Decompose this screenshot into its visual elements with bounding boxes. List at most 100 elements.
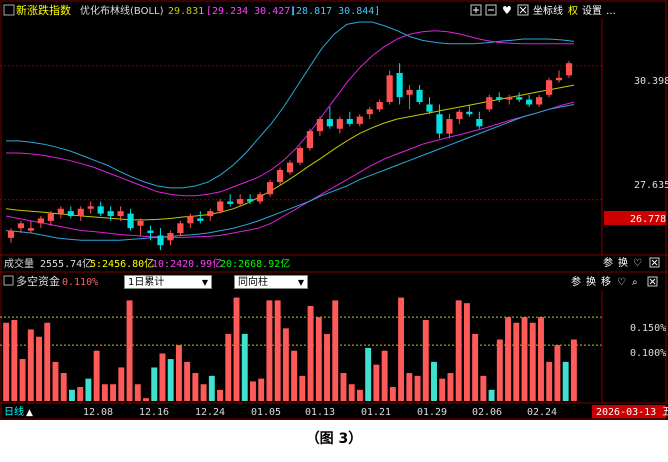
candlestick: [506, 94, 513, 105]
flow-bar-plot[interactable]: [0, 297, 602, 401]
candlestick: [516, 92, 523, 103]
date-axis-label: 01.29: [417, 407, 447, 418]
candle-body: [296, 148, 304, 163]
candlestick: [555, 70, 563, 83]
candle-body: [147, 230, 154, 234]
candle-body: [117, 211, 124, 217]
flow-bar: [356, 389, 363, 401]
candlestick: [336, 116, 343, 134]
candle-body: [316, 119, 323, 132]
candlestick: [436, 104, 443, 139]
minus-icon[interactable]: [485, 4, 497, 16]
candle-body: [456, 111, 463, 120]
flow-bar: [233, 297, 240, 401]
candlestick: [476, 111, 483, 129]
flow-bar: [85, 378, 92, 401]
accumulation-select[interactable]: 1日累计 ▼: [124, 275, 212, 289]
volume-heart-icon[interactable]: ♡: [633, 258, 642, 269]
close-icon[interactable]: [517, 4, 529, 16]
lower-switch-button[interactable]: 换: [586, 275, 596, 288]
candlestick: [7, 228, 15, 243]
price-axis-label-lower: 27.635: [634, 180, 668, 191]
rights-button[interactable]: 权: [568, 4, 578, 17]
settings-button[interactable]: 设置: [582, 5, 602, 17]
period-up-arrow-icon[interactable]: ▲: [26, 408, 33, 418]
flow-bar: [208, 375, 215, 401]
candle-body: [107, 211, 114, 217]
candlestick: [17, 220, 25, 234]
flow-bar: [225, 333, 232, 401]
lower-heart-icon[interactable]: ♡: [617, 277, 626, 288]
price-plot[interactable]: [0, 21, 602, 250]
flow-bar: [414, 375, 421, 401]
stock-chart-window[interactable]: 新涨跌指数 优化布林线(BOLL) 29.831 [29.234 30.427]…: [0, 0, 668, 420]
flow-bar: [422, 319, 429, 401]
candlestick: [87, 201, 94, 214]
flow-bar: [439, 378, 446, 401]
add-icon[interactable]: [470, 4, 482, 16]
flow-bar: [151, 367, 158, 401]
more-icon[interactable]: …: [606, 6, 616, 17]
volume-params-button[interactable]: 参: [603, 256, 613, 269]
candle-body: [266, 182, 274, 195]
chevron-down-icon: ▼: [297, 278, 304, 287]
flow-bar: [496, 339, 503, 401]
flow-bar: [184, 361, 191, 401]
candle-body: [77, 208, 84, 217]
boll-lower-line: [5, 101, 575, 238]
lower-move-button[interactable]: 移: [601, 275, 611, 288]
candlestick: [416, 85, 423, 105]
flow-bar: [538, 317, 544, 401]
lower-params-button[interactable]: 参: [571, 275, 581, 288]
candlestick: [486, 94, 493, 112]
candlestick: [296, 145, 304, 166]
lower-zoom-icon[interactable]: ⌕: [632, 277, 638, 288]
candle-body: [276, 169, 284, 183]
bar-style-select[interactable]: 同向柱 ▼: [234, 275, 308, 289]
date-axis-label: 02.24: [527, 407, 557, 418]
candle-body: [486, 97, 493, 110]
candle-body: [306, 131, 314, 149]
coordinate-line-button[interactable]: 坐标线: [533, 4, 563, 17]
flow-bar: [472, 333, 479, 401]
flow-bar: [562, 361, 569, 401]
lower-panel-title[interactable]: 多空资金: [16, 274, 60, 288]
candle-body: [167, 233, 174, 241]
current-date-badge: [592, 405, 666, 418]
candle-body: [57, 208, 64, 214]
flow-bar: [110, 384, 117, 401]
candle-body: [27, 228, 35, 231]
candle-body: [127, 213, 134, 229]
flow-bar: [217, 389, 224, 401]
volume-label[interactable]: 成交量: [4, 257, 34, 270]
candlestick: [147, 225, 154, 241]
volume-ma20: 20:2668.92亿: [220, 257, 290, 270]
flow-bar: [3, 322, 10, 401]
indicator-menu-icon[interactable]: [3, 4, 15, 16]
lower-close-icon[interactable]: [647, 276, 658, 287]
candlestick: [456, 109, 463, 124]
date-axis-label: 02.06: [472, 407, 502, 418]
volume-switch-button[interactable]: 换: [618, 256, 628, 269]
candle-body: [526, 99, 533, 105]
flow-bar: [488, 389, 495, 401]
candlestick: [127, 208, 134, 231]
flow-level-lower-label: 0.100%: [630, 348, 666, 359]
candle-body: [7, 230, 15, 238]
candle-body: [286, 162, 294, 173]
price-axis-label-upper: 30.398: [634, 76, 668, 87]
candle-body: [496, 97, 503, 100]
date-axis-label: 01.21: [361, 407, 391, 418]
candlestick: [57, 206, 64, 219]
candlestick: [306, 128, 314, 151]
volume-ma5: 5:2456.80亿: [90, 257, 154, 270]
boll-label[interactable]: 优化布林线(BOLL): [80, 4, 164, 17]
volume-close-icon[interactable]: [649, 257, 660, 268]
period-label[interactable]: 日线: [4, 405, 24, 418]
lower-panel-menu-icon[interactable]: [3, 275, 14, 286]
candlestick: [237, 194, 244, 207]
flow-bar: [332, 300, 339, 401]
heart-icon[interactable]: ♥: [502, 4, 512, 17]
flow-bar: [513, 322, 520, 401]
main-indicator-name[interactable]: 新涨跌指数: [16, 3, 71, 17]
